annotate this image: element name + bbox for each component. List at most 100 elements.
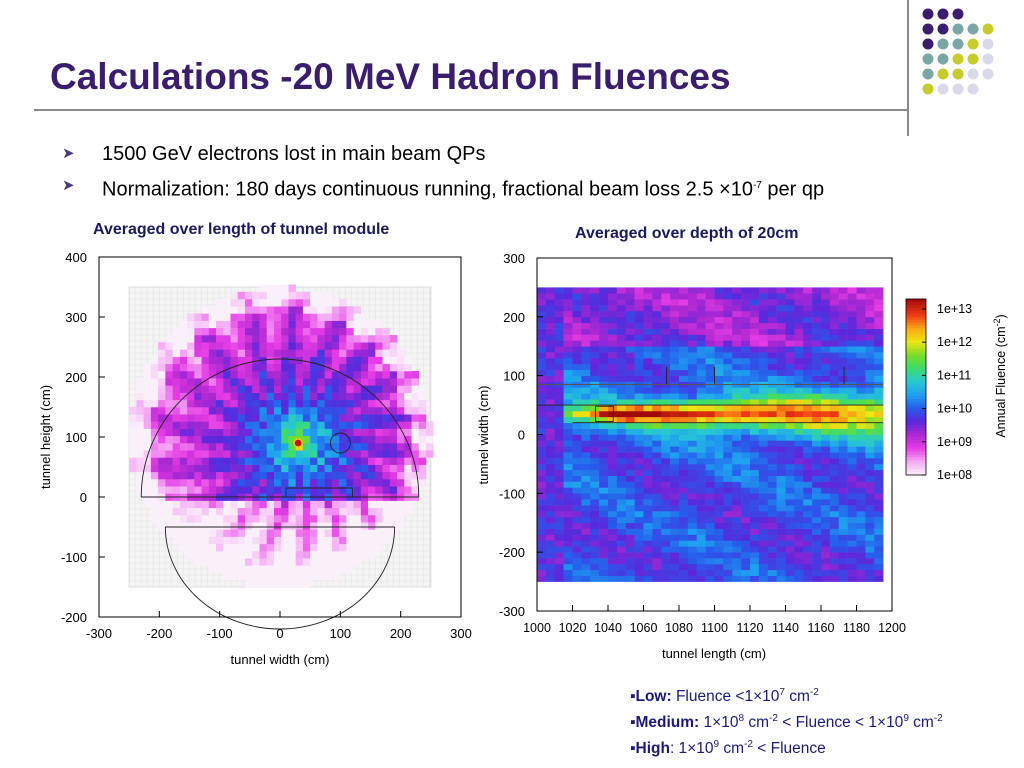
heatmap-cell [150, 500, 159, 509]
heatmap-cell [404, 421, 412, 429]
heatmap-cell [302, 399, 311, 408]
heatmap-cell [545, 469, 556, 476]
heatmap-cell [634, 481, 644, 488]
heatmap-cell [581, 546, 591, 553]
heatmap-cell [581, 481, 591, 488]
heatmap-cell [259, 299, 268, 307]
heatmap-cell [331, 306, 340, 314]
heatmap-cell [856, 434, 866, 441]
bullet-text: 1500 GeV electrons lost in main beam QPs [102, 143, 486, 165]
heatmap-cell [741, 446, 751, 453]
heatmap-cell [537, 452, 547, 459]
heatmap-cell [187, 515, 195, 523]
heatmap-cell [187, 327, 195, 336]
heatmap-cell [295, 457, 304, 465]
heatmap-cell [590, 575, 600, 582]
heatmap-cell [150, 443, 159, 451]
heatmap-cell [865, 322, 875, 329]
heatmap-cell [302, 543, 311, 552]
heatmap-cell [643, 316, 653, 324]
colorbar-segment [906, 381, 926, 385]
heatmap-cell [295, 536, 304, 545]
heatmap-cell [679, 510, 689, 518]
heatmap-cell [537, 340, 547, 347]
heatmap-cell [288, 284, 296, 293]
heatmap-cell [368, 529, 376, 537]
heatmap-cell [608, 363, 618, 371]
heatmap-cell [687, 358, 698, 365]
heatmap-cell [847, 440, 857, 447]
heatmap-cell [382, 371, 391, 379]
heatmap-cell [216, 457, 224, 465]
heatmap-cell [625, 340, 635, 347]
heatmap-cell [723, 563, 733, 571]
heatmap-cell [288, 291, 296, 300]
heatmap-cell [670, 440, 680, 447]
heatmap-cell [696, 516, 706, 524]
heatmap-cell [266, 378, 275, 386]
heatmap-cell [634, 528, 644, 535]
heatmap-cell [821, 505, 831, 512]
heatmap-cell [803, 569, 813, 576]
heatmap-cell [590, 452, 600, 459]
heatmap-cell [847, 375, 857, 382]
heatmap-cell [838, 440, 848, 447]
heatmap-cell [563, 363, 573, 371]
heatmap-cell [397, 428, 405, 437]
heatmap-cell [652, 434, 662, 441]
heatmap-cell [608, 469, 618, 476]
heatmap-cell [874, 287, 884, 294]
heatmap-cell [794, 569, 804, 576]
heatmap-cell [714, 293, 724, 300]
heatmap-cell [741, 475, 751, 482]
heatmap-cell [741, 405, 751, 412]
heatmap-cell [563, 575, 573, 582]
heatmap-cell [252, 551, 260, 559]
heatmap-cell [230, 457, 239, 465]
heatmap-cell [201, 356, 210, 365]
heatmap-cell [216, 486, 224, 494]
heatmap-cell [670, 328, 680, 335]
heatmap-cell [411, 371, 420, 379]
heatmap-cell [679, 575, 689, 582]
decor-dot [922, 83, 934, 95]
decor-dot [937, 53, 949, 65]
heatmap-cell [794, 416, 804, 424]
heatmap-cell [252, 529, 260, 537]
heatmap-cell [331, 371, 340, 379]
heatmap-cell [172, 457, 181, 465]
heatmap-cell [741, 516, 751, 524]
heatmap-cell [865, 316, 875, 324]
heatmap-cell [767, 493, 777, 500]
heatmap-cell [634, 340, 644, 347]
heatmap-cell [634, 505, 644, 512]
heatmap-cell [785, 393, 795, 400]
heatmap-cell [865, 369, 875, 376]
heatmap-cell [767, 363, 777, 371]
heatmap-cell [643, 522, 653, 529]
heatmap-cell [608, 440, 618, 447]
heatmap-cell [776, 399, 786, 406]
heatmap-cell [758, 569, 769, 576]
heatmap-cell [411, 443, 420, 451]
heatmap-cell [705, 499, 715, 506]
heatmap-cell [208, 457, 217, 465]
heatmap-cell [216, 414, 224, 422]
heatmap-cell [714, 510, 724, 518]
heatmap-cell [661, 458, 671, 465]
heatmap-cell [838, 505, 848, 512]
heatmap-cell [187, 500, 195, 509]
heatmap-cell [625, 316, 635, 324]
heatmap-cell [847, 322, 857, 329]
heatmap-cell [563, 322, 573, 329]
heatmap-cell [874, 546, 884, 553]
heatmap-cell [608, 522, 618, 529]
heatmap-cell [608, 463, 618, 471]
heatmap-cell [687, 446, 698, 453]
heatmap-cell [266, 579, 275, 588]
heatmap-cell [714, 440, 724, 447]
heatmap-cell [643, 352, 653, 359]
heatmap-cell [165, 392, 173, 401]
heatmap-cell [847, 487, 857, 494]
colorbar-segment [906, 351, 926, 356]
